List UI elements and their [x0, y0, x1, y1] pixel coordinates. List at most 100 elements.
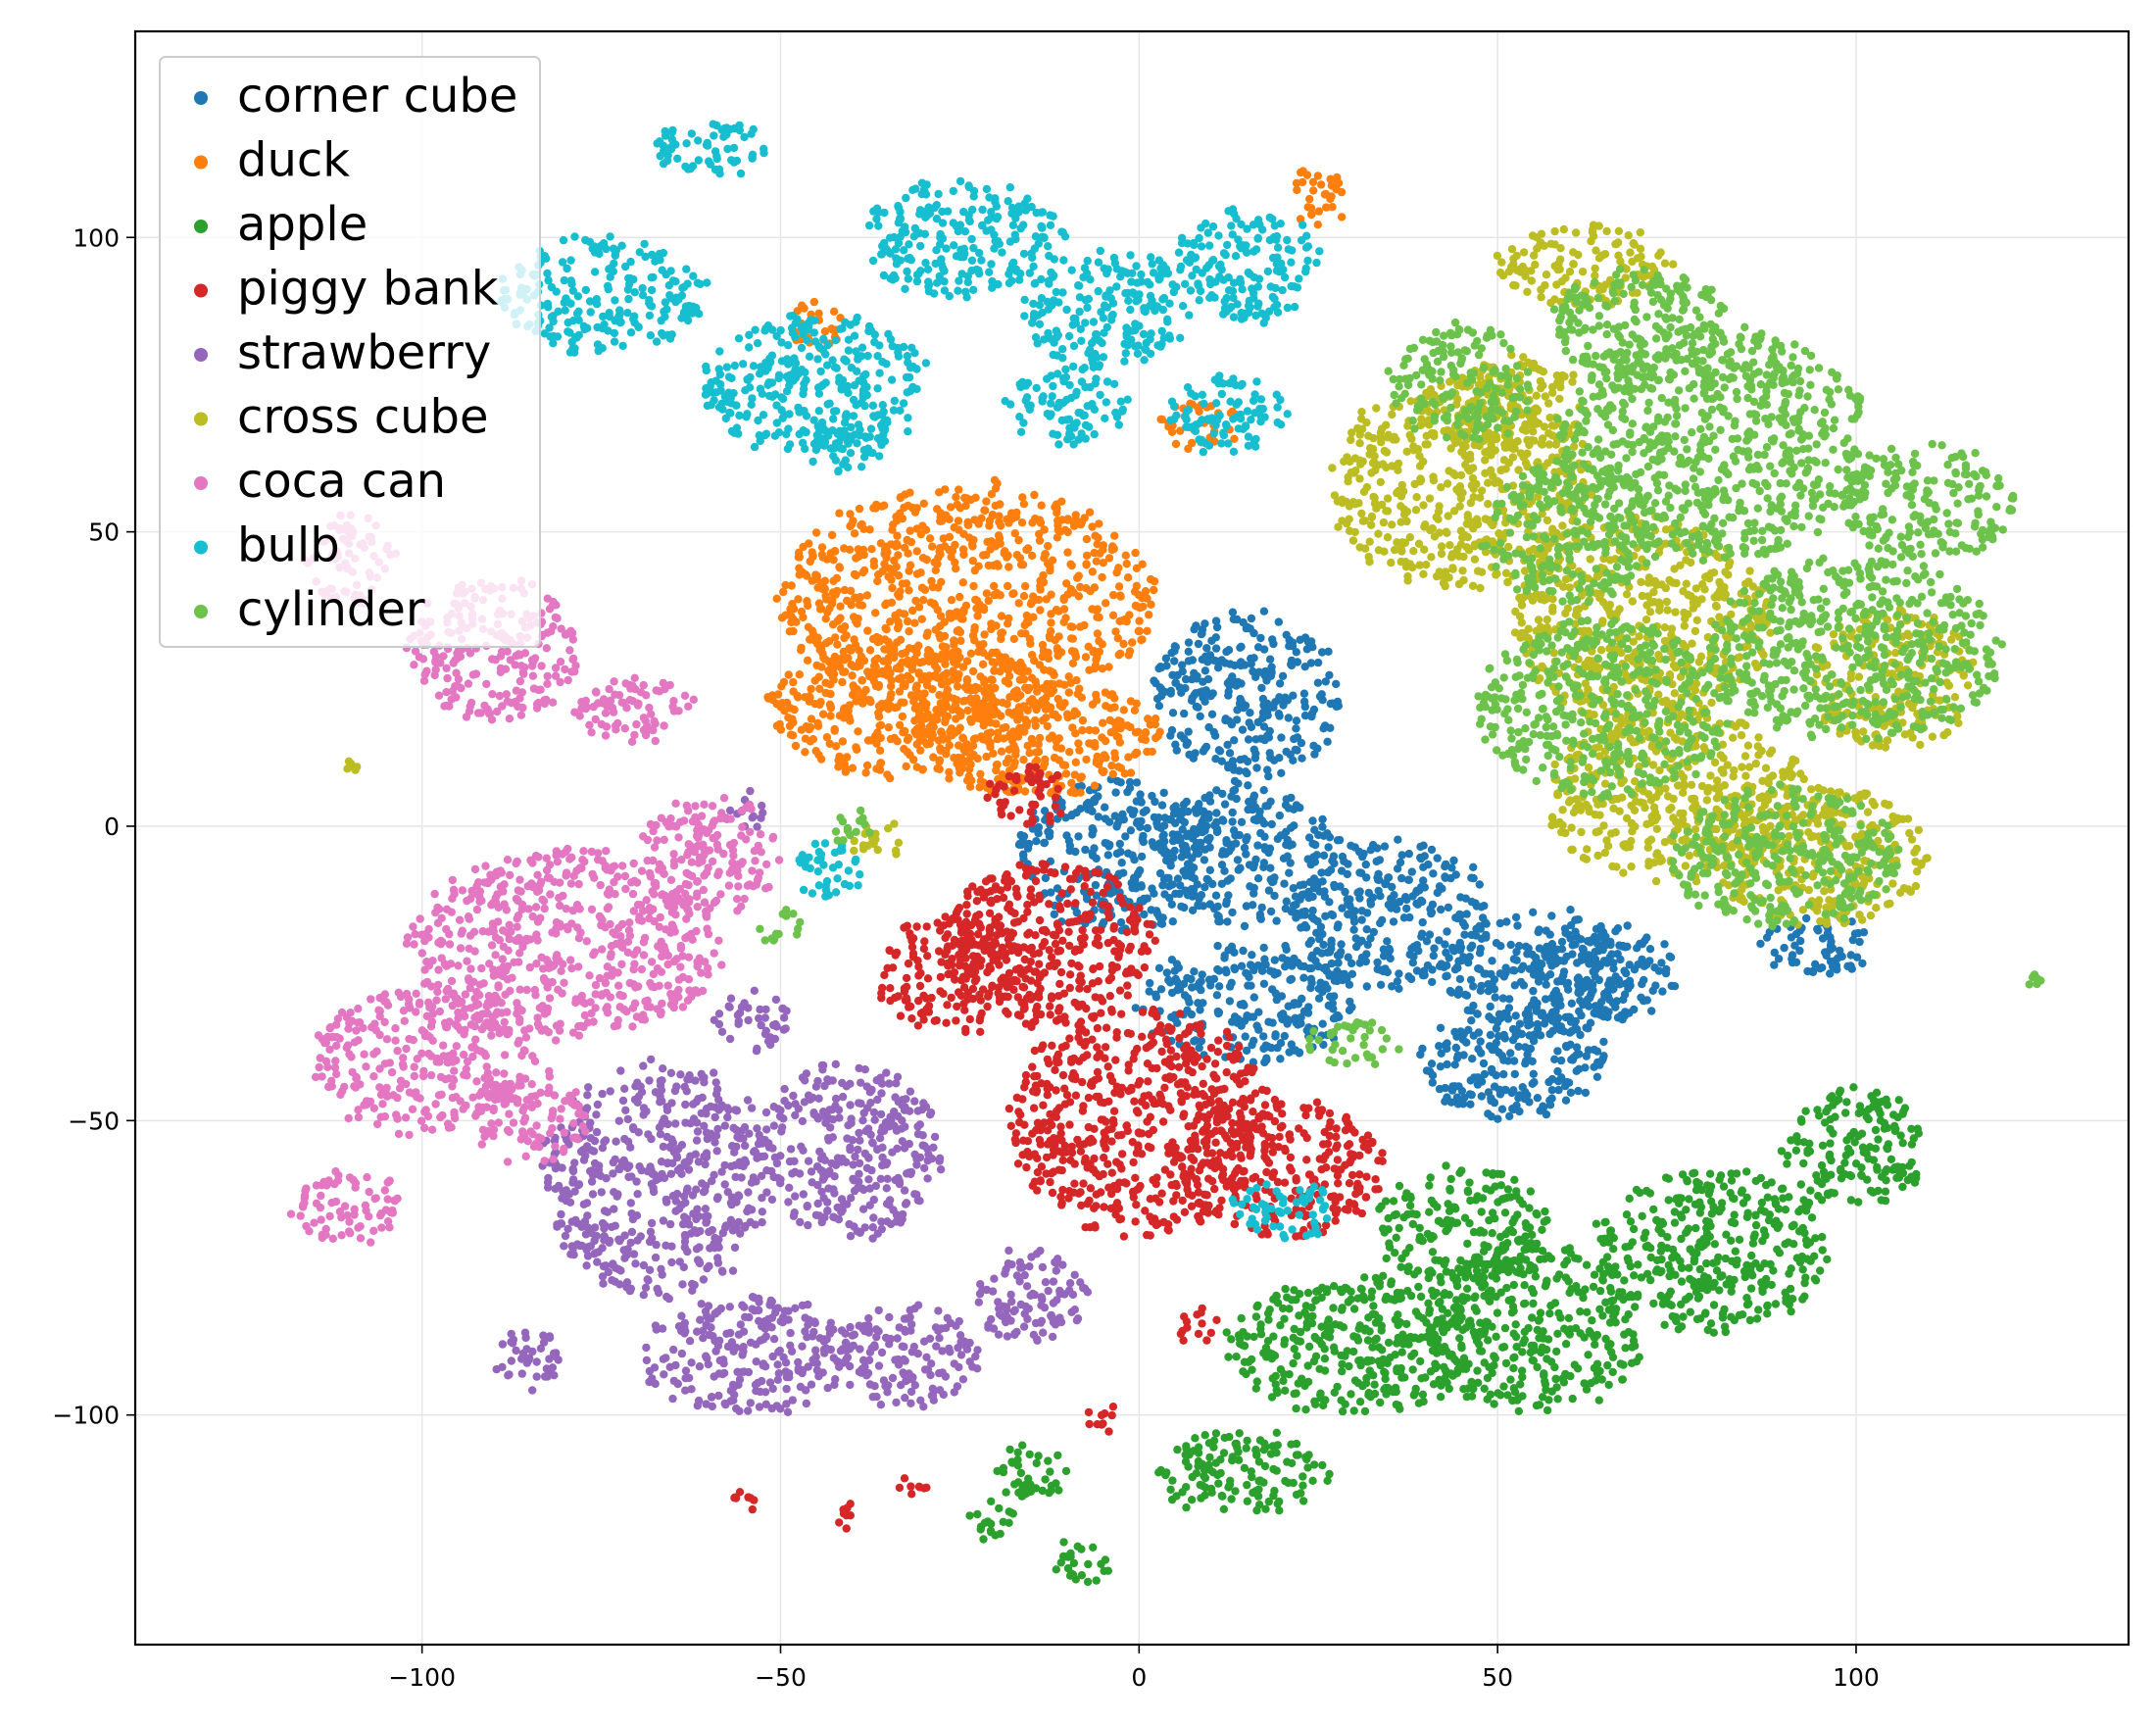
data-point	[1053, 743, 1061, 752]
data-point	[809, 297, 818, 307]
data-point	[784, 670, 793, 679]
data-point	[1172, 960, 1182, 968]
data-point	[1630, 965, 1640, 974]
data-point	[915, 705, 925, 714]
data-point	[1088, 522, 1097, 531]
data-point	[1363, 1355, 1372, 1365]
data-point	[1054, 646, 1062, 656]
data-point	[1082, 551, 1092, 561]
data-point	[1314, 207, 1324, 216]
data-point	[1424, 1267, 1433, 1276]
data-point	[1224, 687, 1233, 696]
data-point	[1899, 1107, 1908, 1116]
data-point	[1329, 1014, 1339, 1023]
data-point	[1818, 934, 1828, 943]
data-point	[1280, 1031, 1290, 1041]
data-point	[1514, 1042, 1523, 1052]
data-point	[1329, 1343, 1339, 1352]
data-point	[1881, 1196, 1890, 1206]
data-point	[1771, 1300, 1781, 1308]
data-point	[871, 663, 880, 671]
data-point	[1526, 1187, 1536, 1196]
data-point	[1074, 739, 1083, 748]
data-point	[1191, 749, 1200, 758]
data-point	[1157, 415, 1167, 424]
data-point	[1318, 814, 1327, 824]
data-point	[1435, 936, 1444, 945]
data-point	[826, 689, 835, 699]
data-point	[1292, 724, 1300, 733]
data-point	[1292, 1296, 1300, 1305]
data-point	[1067, 811, 1077, 819]
data-point	[1842, 1098, 1851, 1107]
data-point	[1796, 1115, 1806, 1124]
data-point	[813, 583, 822, 592]
data-point	[1085, 665, 1094, 674]
data-point	[1265, 655, 1275, 664]
data-point	[1324, 1315, 1334, 1324]
data-point	[900, 698, 908, 707]
data-point	[1167, 725, 1177, 735]
data-point	[929, 599, 939, 609]
data-point	[952, 565, 960, 573]
data-point	[1176, 881, 1185, 890]
data-point	[1591, 955, 1600, 963]
data-point	[1159, 788, 1168, 798]
data-point	[1543, 1355, 1551, 1363]
data-point	[1263, 765, 1272, 774]
data-point	[994, 531, 1004, 540]
data-point	[1425, 930, 1435, 939]
data-point	[1537, 1328, 1546, 1338]
data-point	[1907, 1140, 1917, 1149]
data-point	[1677, 1194, 1686, 1203]
data-point	[1323, 867, 1333, 877]
data-point	[1159, 821, 1169, 830]
data-point	[933, 665, 942, 673]
data-point	[1770, 961, 1779, 969]
data-point	[1822, 1174, 1831, 1184]
data-point	[1250, 993, 1259, 1002]
data-point	[1429, 1200, 1439, 1208]
data-point	[1337, 1351, 1346, 1360]
data-point	[1436, 1393, 1446, 1402]
data-point	[1685, 1292, 1694, 1302]
data-point	[1229, 826, 1239, 835]
data-point	[1208, 689, 1217, 698]
data-point	[1126, 826, 1136, 835]
data-point	[1048, 556, 1057, 565]
data-point	[1658, 987, 1667, 996]
data-point	[1110, 749, 1119, 758]
data-point	[1285, 1048, 1294, 1057]
data-point	[1751, 1220, 1761, 1230]
data-point	[1499, 972, 1509, 981]
data-point	[967, 776, 976, 785]
data-point	[1590, 1332, 1598, 1342]
data-point	[1405, 950, 1414, 960]
data-point	[1497, 1105, 1507, 1113]
data-point	[1553, 1047, 1562, 1056]
data-point	[1225, 749, 1235, 758]
data-point	[1377, 1202, 1386, 1210]
data-point	[1763, 1309, 1772, 1318]
data-point	[1437, 960, 1446, 968]
data-point	[829, 576, 838, 585]
data-point	[865, 646, 875, 655]
data-point	[1778, 1184, 1787, 1194]
data-point	[1488, 1015, 1496, 1024]
data-point	[906, 537, 916, 547]
data-point	[1092, 891, 1102, 900]
data-point	[835, 663, 845, 671]
data-point	[988, 648, 997, 658]
data-point	[1657, 959, 1666, 967]
data-point	[1566, 1371, 1575, 1381]
data-point	[1735, 1235, 1744, 1245]
data-point	[1689, 1169, 1697, 1178]
data-point	[1453, 1051, 1463, 1060]
data-point	[1630, 1005, 1639, 1014]
data-point	[1281, 1284, 1290, 1294]
data-point	[1670, 1218, 1680, 1227]
data-point	[1110, 531, 1119, 540]
data-point	[964, 764, 974, 773]
data-point	[1319, 851, 1329, 860]
data-point	[1389, 1197, 1398, 1206]
